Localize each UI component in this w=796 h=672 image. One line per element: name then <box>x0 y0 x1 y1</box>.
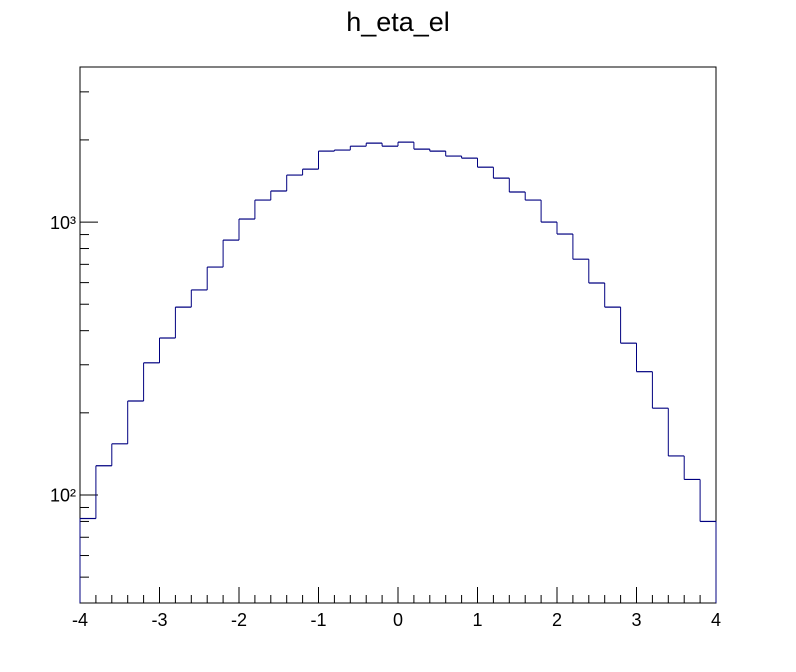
x-tick-label: -4 <box>72 610 88 630</box>
x-tick-label: -2 <box>231 610 247 630</box>
x-tick-label: 2 <box>552 610 562 630</box>
y-tick-label: 10³ <box>50 213 76 233</box>
x-tick-label: 3 <box>631 610 641 630</box>
x-tick-label: 1 <box>472 610 482 630</box>
chart-title: h_eta_el <box>346 7 450 37</box>
x-tick-label: 0 <box>393 610 403 630</box>
x-tick-label: -3 <box>151 610 167 630</box>
x-tick-label: 4 <box>711 610 721 630</box>
y-tick-label: 10² <box>50 486 76 506</box>
x-tick-label: -1 <box>310 610 326 630</box>
